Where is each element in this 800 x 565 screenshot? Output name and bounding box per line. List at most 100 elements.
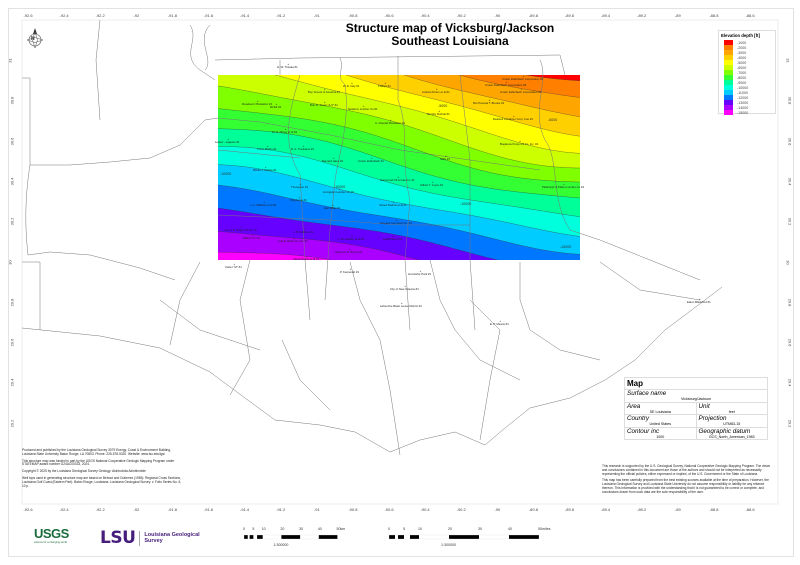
scale-tick-label: 40: [317, 527, 322, 531]
legend-item: -13000: [724, 100, 775, 105]
legend-item: -4000: [724, 55, 775, 60]
credits-paragraph: Produced and published by the Louisiana …: [22, 448, 171, 456]
legend-label: -13000: [737, 100, 749, 105]
latitude-tick-label: 30.2: [9, 217, 15, 226]
scale-bar-segment: [249, 535, 254, 539]
well-label: Livingston Lumber Co #1: [323, 187, 354, 194]
legend-swatch: [724, 85, 733, 90]
latitude-tick-label: 29.8: [787, 298, 793, 307]
latitude-tick-label: 31: [7, 58, 13, 63]
latitude-tick-label: 30.6: [787, 137, 793, 145]
legend-label: -11000: [737, 90, 748, 95]
well-label: Douglas Campbell Co. #1: [380, 218, 412, 225]
well-label: Crown Zellerbach #1: [358, 156, 384, 163]
disclaimer: This research is supported by the U.S. G…: [602, 464, 774, 498]
info-header: Map: [625, 378, 767, 390]
legend-swatch: [724, 90, 733, 95]
longitude-tick-label: -90.4: [420, 507, 430, 512]
map-title: Structure map of Vicksburg/Jackson South…: [300, 22, 600, 48]
longitude-tick-label: -90.8: [348, 507, 358, 512]
longitude-tick-label: -89.4: [601, 13, 611, 18]
longitude-tick-label: -89.4: [601, 507, 611, 512]
scale-tick-label: 20: [280, 527, 285, 531]
legend-item: -3000: [724, 50, 775, 55]
legend-swatch: [724, 95, 733, 100]
usgs-logo: USGS science for a changing world: [34, 526, 69, 544]
scale-bar-segment: [449, 535, 479, 539]
contour-label: -10000: [460, 202, 472, 206]
longitude-tick-label: -92.4: [59, 507, 69, 512]
legend-label: -3000: [737, 50, 747, 55]
legend-swatch: [724, 80, 733, 85]
longitude-tick-label: -88.8: [709, 13, 719, 18]
well-label: Lafourche Basin Levee District #1: [380, 301, 422, 308]
pearl-river: [538, 59, 701, 281]
scale-bar-segment: [318, 535, 338, 539]
longitude-tick-label: -89: [674, 13, 681, 18]
contour-label: -6000: [548, 118, 558, 122]
scale-bar-outline: [243, 534, 338, 540]
contour-line: [218, 146, 580, 217]
well-label: Bogaluca Pump Oil Co. Inc. #1: [500, 139, 538, 146]
title-line-1: Structure map of Vicksburg/Jackson: [345, 21, 555, 35]
scale-bar-segment: [257, 535, 263, 539]
legend-item: -10000: [724, 85, 775, 90]
longitude-tick-label: -89.6: [564, 13, 575, 18]
well-label: Trave Martin #1: [257, 144, 276, 151]
longitude-tick-label: -90: [494, 13, 501, 18]
legend-swatch: [724, 60, 733, 65]
longitude-tick-label: -92.2: [95, 507, 105, 512]
title-line-2: Southeast Louisiana: [391, 34, 509, 48]
well-label: Wilson "A" #1: [243, 233, 260, 240]
well-label: L. W. Hickley et al #1: [338, 234, 364, 241]
longitude-tick-label: -89.8: [528, 507, 538, 512]
legend-swatch: [724, 55, 733, 60]
legend-label: -4000: [737, 55, 747, 60]
well-label: Lettow - Lajaune #1: [215, 137, 240, 144]
contour-label: -10000: [560, 245, 572, 249]
well-label: Roseberm Plantation #1: [242, 99, 272, 106]
legend-item: -2000: [724, 45, 775, 50]
scale-tick-label: 0: [388, 527, 390, 531]
scale-tick-label: 30: [299, 527, 304, 531]
well-label: Eaton Blackford #1: [687, 297, 711, 304]
legend-item: -15000: [724, 110, 775, 115]
boundary-line: [217, 117, 541, 171]
projection-label: Projection: [698, 415, 727, 422]
longitude-tick-label: -92: [133, 13, 140, 18]
latitude-tick-label: 30.2: [787, 217, 793, 226]
longitude-tick-label: -91.2: [276, 507, 286, 512]
boundary-line: [169, 259, 401, 456]
boundary-line: [159, 299, 501, 441]
latitude-tick-label: 29.6: [787, 338, 793, 347]
legend-label: -15000: [737, 110, 749, 115]
credits-paragraph: Copyright © 2025 by the Louisiana Geolog…: [22, 469, 146, 474]
longitude-tick-label: -92.2: [95, 13, 105, 18]
legend-label: -7000: [737, 70, 747, 75]
well-label: Sarah Evans et al #1: [293, 254, 319, 261]
legend-swatch: [724, 110, 733, 115]
unit-value: feet: [728, 409, 735, 414]
well-label: J. A. Williams et al #1: [250, 200, 277, 207]
credits: Produced and published by the Louisiana …: [22, 448, 182, 491]
legend-item: -12000: [724, 95, 775, 100]
well-label: Gondorfer Park #1: [408, 269, 431, 276]
well-label: E. P. Means #1: [490, 319, 509, 326]
legend-swatch: [724, 50, 733, 55]
legend-item: -8000: [724, 75, 775, 80]
well-label: Crown Zellerbach Corporation #1: [502, 74, 543, 81]
contour-label: -10000: [334, 185, 346, 189]
longitude-tick-label: -91.4: [240, 507, 250, 512]
lsu-lgs-logo: LSU Louisiana Geological Survey: [100, 528, 200, 548]
longitude-tick-label: -89.6: [564, 507, 575, 512]
contour-line: [403, 75, 580, 117]
latitude-tick-label: 29.4: [9, 378, 15, 387]
boundary-line: [429, 259, 701, 381]
latitude-tick-label: 30.6: [9, 137, 15, 145]
scale-tick-label: 50miles: [538, 527, 551, 531]
longitude-tick-label: -91.6: [203, 13, 214, 18]
north-label: N: [31, 36, 35, 42]
well-label: Bernard Hace #1: [322, 156, 343, 163]
scale-tick-label: 0: [243, 527, 245, 531]
longitude-tick-label: -88.6: [745, 13, 755, 18]
